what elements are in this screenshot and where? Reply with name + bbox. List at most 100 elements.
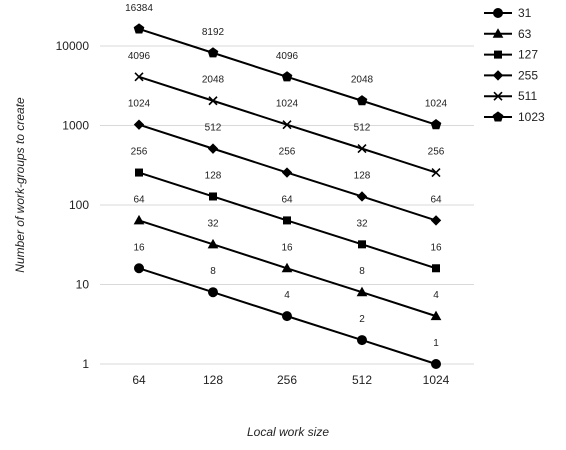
data-point — [432, 264, 440, 273]
legend-item: 31 — [484, 6, 532, 20]
data-label: 512 — [354, 123, 371, 134]
legend: 31 63 127 255 511 1023 — [484, 6, 545, 124]
legend-item: 1023 — [484, 110, 545, 124]
data-point — [430, 310, 442, 321]
series-31 — [134, 263, 441, 369]
data-point — [282, 311, 292, 322]
data-label: 256 — [131, 147, 148, 158]
series-127 — [135, 168, 440, 273]
data-point — [357, 144, 367, 154]
data-label: 64 — [133, 194, 145, 205]
data-label: 8 — [210, 266, 216, 277]
y-tick-label: 100 — [69, 198, 89, 212]
data-label: 16 — [133, 242, 145, 253]
legend-label: 127 — [518, 48, 538, 62]
legend-marker — [492, 70, 504, 81]
data-labels: 16 8 4 2 1 64 32 16 8 4 256 128 64 32 16 1024 512 256 128 6… — [125, 3, 447, 349]
data-label: 512 — [205, 123, 222, 134]
data-point — [134, 72, 144, 82]
x-axis-title: Local work size — [247, 425, 329, 439]
x-tick-label: 128 — [203, 373, 223, 387]
data-point — [134, 263, 144, 274]
x-axis-ticks: 64 128 256 512 1024 — [132, 373, 449, 387]
data-point — [356, 191, 368, 202]
data-point — [430, 215, 442, 226]
data-label: 2048 — [202, 75, 225, 86]
data-point — [281, 71, 293, 82]
data-point — [133, 119, 145, 130]
legend-item: 511 — [484, 89, 537, 103]
legend-label: 255 — [518, 68, 538, 82]
data-point — [283, 216, 291, 225]
data-point — [133, 214, 145, 225]
data-label: 8 — [359, 266, 365, 277]
data-point — [207, 143, 219, 154]
y-tick-label: 1 — [82, 357, 89, 371]
data-label: 128 — [205, 170, 222, 181]
data-label: 4096 — [276, 51, 299, 62]
data-point — [281, 262, 293, 273]
data-label: 256 — [428, 147, 445, 158]
x-tick-label: 512 — [352, 373, 372, 387]
data-point — [207, 238, 219, 249]
data-point — [358, 240, 366, 249]
legend-label: 63 — [518, 27, 532, 41]
x-tick-label: 256 — [277, 373, 297, 387]
data-label: 64 — [281, 194, 293, 205]
gridlines — [100, 45, 474, 365]
data-point — [135, 168, 143, 177]
legend-item: 255 — [484, 68, 538, 82]
data-label: 1024 — [425, 99, 448, 110]
data-label: 4 — [433, 290, 439, 301]
data-label: 2048 — [351, 75, 374, 86]
data-label: 2 — [359, 314, 365, 325]
series-511 — [134, 72, 441, 178]
legend-marker — [494, 50, 502, 59]
y-tick-label: 10000 — [56, 39, 90, 53]
data-label: 1024 — [128, 99, 151, 110]
data-point — [208, 287, 218, 298]
y-tick-label: 10 — [76, 278, 90, 292]
x-tick-label: 1024 — [423, 373, 450, 387]
data-label: 16 — [281, 242, 293, 253]
data-label: 8192 — [202, 27, 225, 38]
data-label: 4096 — [128, 51, 151, 62]
legend-marker — [492, 111, 504, 122]
y-axis-ticks: 1 10 100 1000 10000 — [56, 39, 90, 371]
data-point — [208, 96, 218, 106]
data-label: 1024 — [276, 99, 299, 110]
legend-item: 127 — [484, 48, 538, 62]
data-point — [209, 192, 217, 201]
series-63 — [133, 214, 442, 321]
series-group — [133, 23, 442, 369]
legend-marker — [492, 28, 504, 38]
data-label: 16 — [430, 242, 442, 253]
data-point — [282, 120, 292, 130]
legend-label: 31 — [518, 6, 532, 20]
data-point — [356, 95, 368, 106]
data-point — [356, 286, 368, 297]
data-point — [281, 167, 293, 178]
x-tick-label: 64 — [132, 373, 146, 387]
data-label: 32 — [207, 218, 219, 229]
series-255 — [133, 119, 442, 226]
data-label: 128 — [354, 170, 371, 181]
data-label: 64 — [430, 194, 442, 205]
data-point — [207, 47, 219, 58]
data-point — [357, 335, 367, 346]
legend-marker — [493, 91, 503, 101]
data-point — [133, 23, 145, 34]
data-point — [431, 167, 441, 178]
legend-label: 511 — [518, 89, 537, 103]
data-label: 4 — [284, 290, 290, 301]
legend-item: 63 — [484, 27, 532, 41]
data-point — [430, 119, 442, 130]
series-1023 — [133, 23, 442, 130]
data-label: 16384 — [125, 3, 153, 14]
y-tick-label: 1000 — [62, 119, 89, 133]
legend-label: 1023 — [518, 110, 545, 124]
legend-marker — [493, 8, 503, 18]
data-label: 256 — [279, 147, 296, 158]
